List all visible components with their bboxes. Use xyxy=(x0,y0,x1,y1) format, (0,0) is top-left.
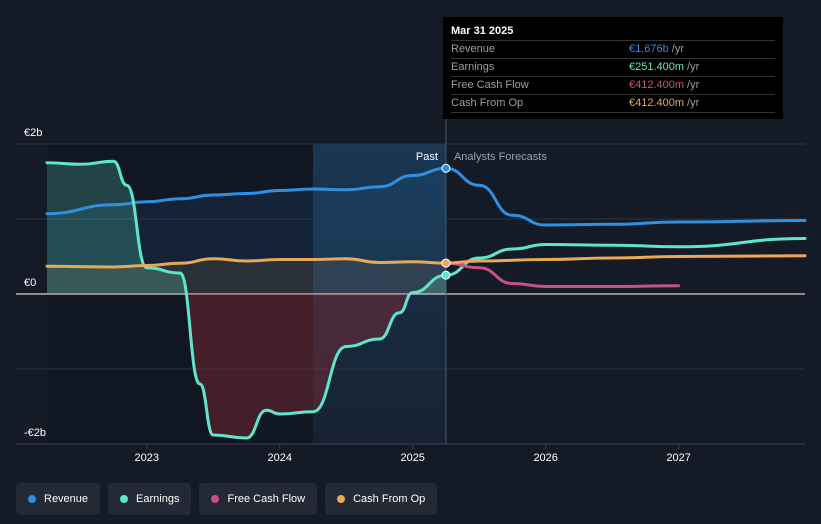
legend-item-earnings[interactable]: Earnings xyxy=(108,483,192,515)
legend: Revenue Earnings Free Cash Flow Cash Fro… xyxy=(16,483,438,515)
tooltip-unit: /yr xyxy=(687,61,700,73)
earnings-negative-area xyxy=(47,294,446,438)
legend-label: Revenue xyxy=(44,493,89,505)
marker-earnings xyxy=(441,270,451,280)
tooltip-value: €412.400m xyxy=(629,97,685,109)
y-tick-label: €2b xyxy=(24,127,42,139)
y-tick-label: -€2b xyxy=(24,427,46,439)
revenue-dot-icon xyxy=(28,495,36,503)
tooltip-unit: /yr xyxy=(671,43,684,55)
tooltip-value: €251.400m xyxy=(629,61,685,73)
marker-revenue xyxy=(441,163,451,173)
x-tick-label: 2026 xyxy=(533,452,557,464)
x-tick-label: 2025 xyxy=(400,452,424,464)
legend-label: Earnings xyxy=(136,493,180,505)
y-tick-label: €0 xyxy=(24,277,36,289)
tooltip-row-earnings: Earnings €251.400m /yr xyxy=(451,59,775,77)
series-line-cash-from-op xyxy=(45,254,807,269)
series-line-earnings xyxy=(45,159,807,440)
tooltip-unit: /yr xyxy=(687,97,700,109)
cash-from-op-dot-icon xyxy=(337,495,346,503)
legend-label: Cash From Op xyxy=(353,493,426,505)
x-tick-label: 2027 xyxy=(666,452,690,464)
tooltip-label: Earnings xyxy=(451,61,495,73)
tooltip-label: Cash From Op xyxy=(451,97,524,109)
tooltip-label: Revenue xyxy=(451,43,496,55)
legend-label: Free Cash Flow xyxy=(227,493,306,505)
free-cash-flow-dot-icon xyxy=(211,495,220,503)
tooltip: Mar 31 2025 Revenue €1.676b /yr Earnings… xyxy=(443,17,783,119)
tooltip-row-free-cash-flow: Free Cash Flow €412.400m /yr xyxy=(451,77,775,95)
earnings-dot-icon xyxy=(120,495,129,503)
tooltip-label: Free Cash Flow xyxy=(451,79,529,91)
tooltip-row-cash-from-op: Cash From Op €412.400m /yr xyxy=(451,95,775,113)
tooltip-value: €1.676b xyxy=(629,43,669,55)
forecast-label: Analysts Forecasts xyxy=(454,151,547,163)
tooltip-date: Mar 31 2025 xyxy=(451,23,775,41)
series-line-free-cash-flow xyxy=(444,261,681,289)
tooltip-row-revenue: Revenue €1.676b /yr xyxy=(451,41,775,59)
x-tick-label: 2024 xyxy=(267,452,291,464)
marker-cash-from-op xyxy=(441,258,451,268)
legend-item-free-cash-flow[interactable]: Free Cash Flow xyxy=(199,483,318,515)
revenue-area xyxy=(47,168,446,294)
earnings-positive-area xyxy=(47,161,446,294)
legend-item-revenue[interactable]: Revenue xyxy=(16,483,101,515)
tooltip-unit: /yr xyxy=(687,79,700,91)
series-line-revenue xyxy=(45,166,807,227)
tooltip-value: €412.400m xyxy=(629,79,685,91)
past-label: Past xyxy=(416,151,438,163)
x-tick-label: 2023 xyxy=(134,452,158,464)
legend-item-cash-from-op[interactable]: Cash From Op xyxy=(325,483,438,515)
